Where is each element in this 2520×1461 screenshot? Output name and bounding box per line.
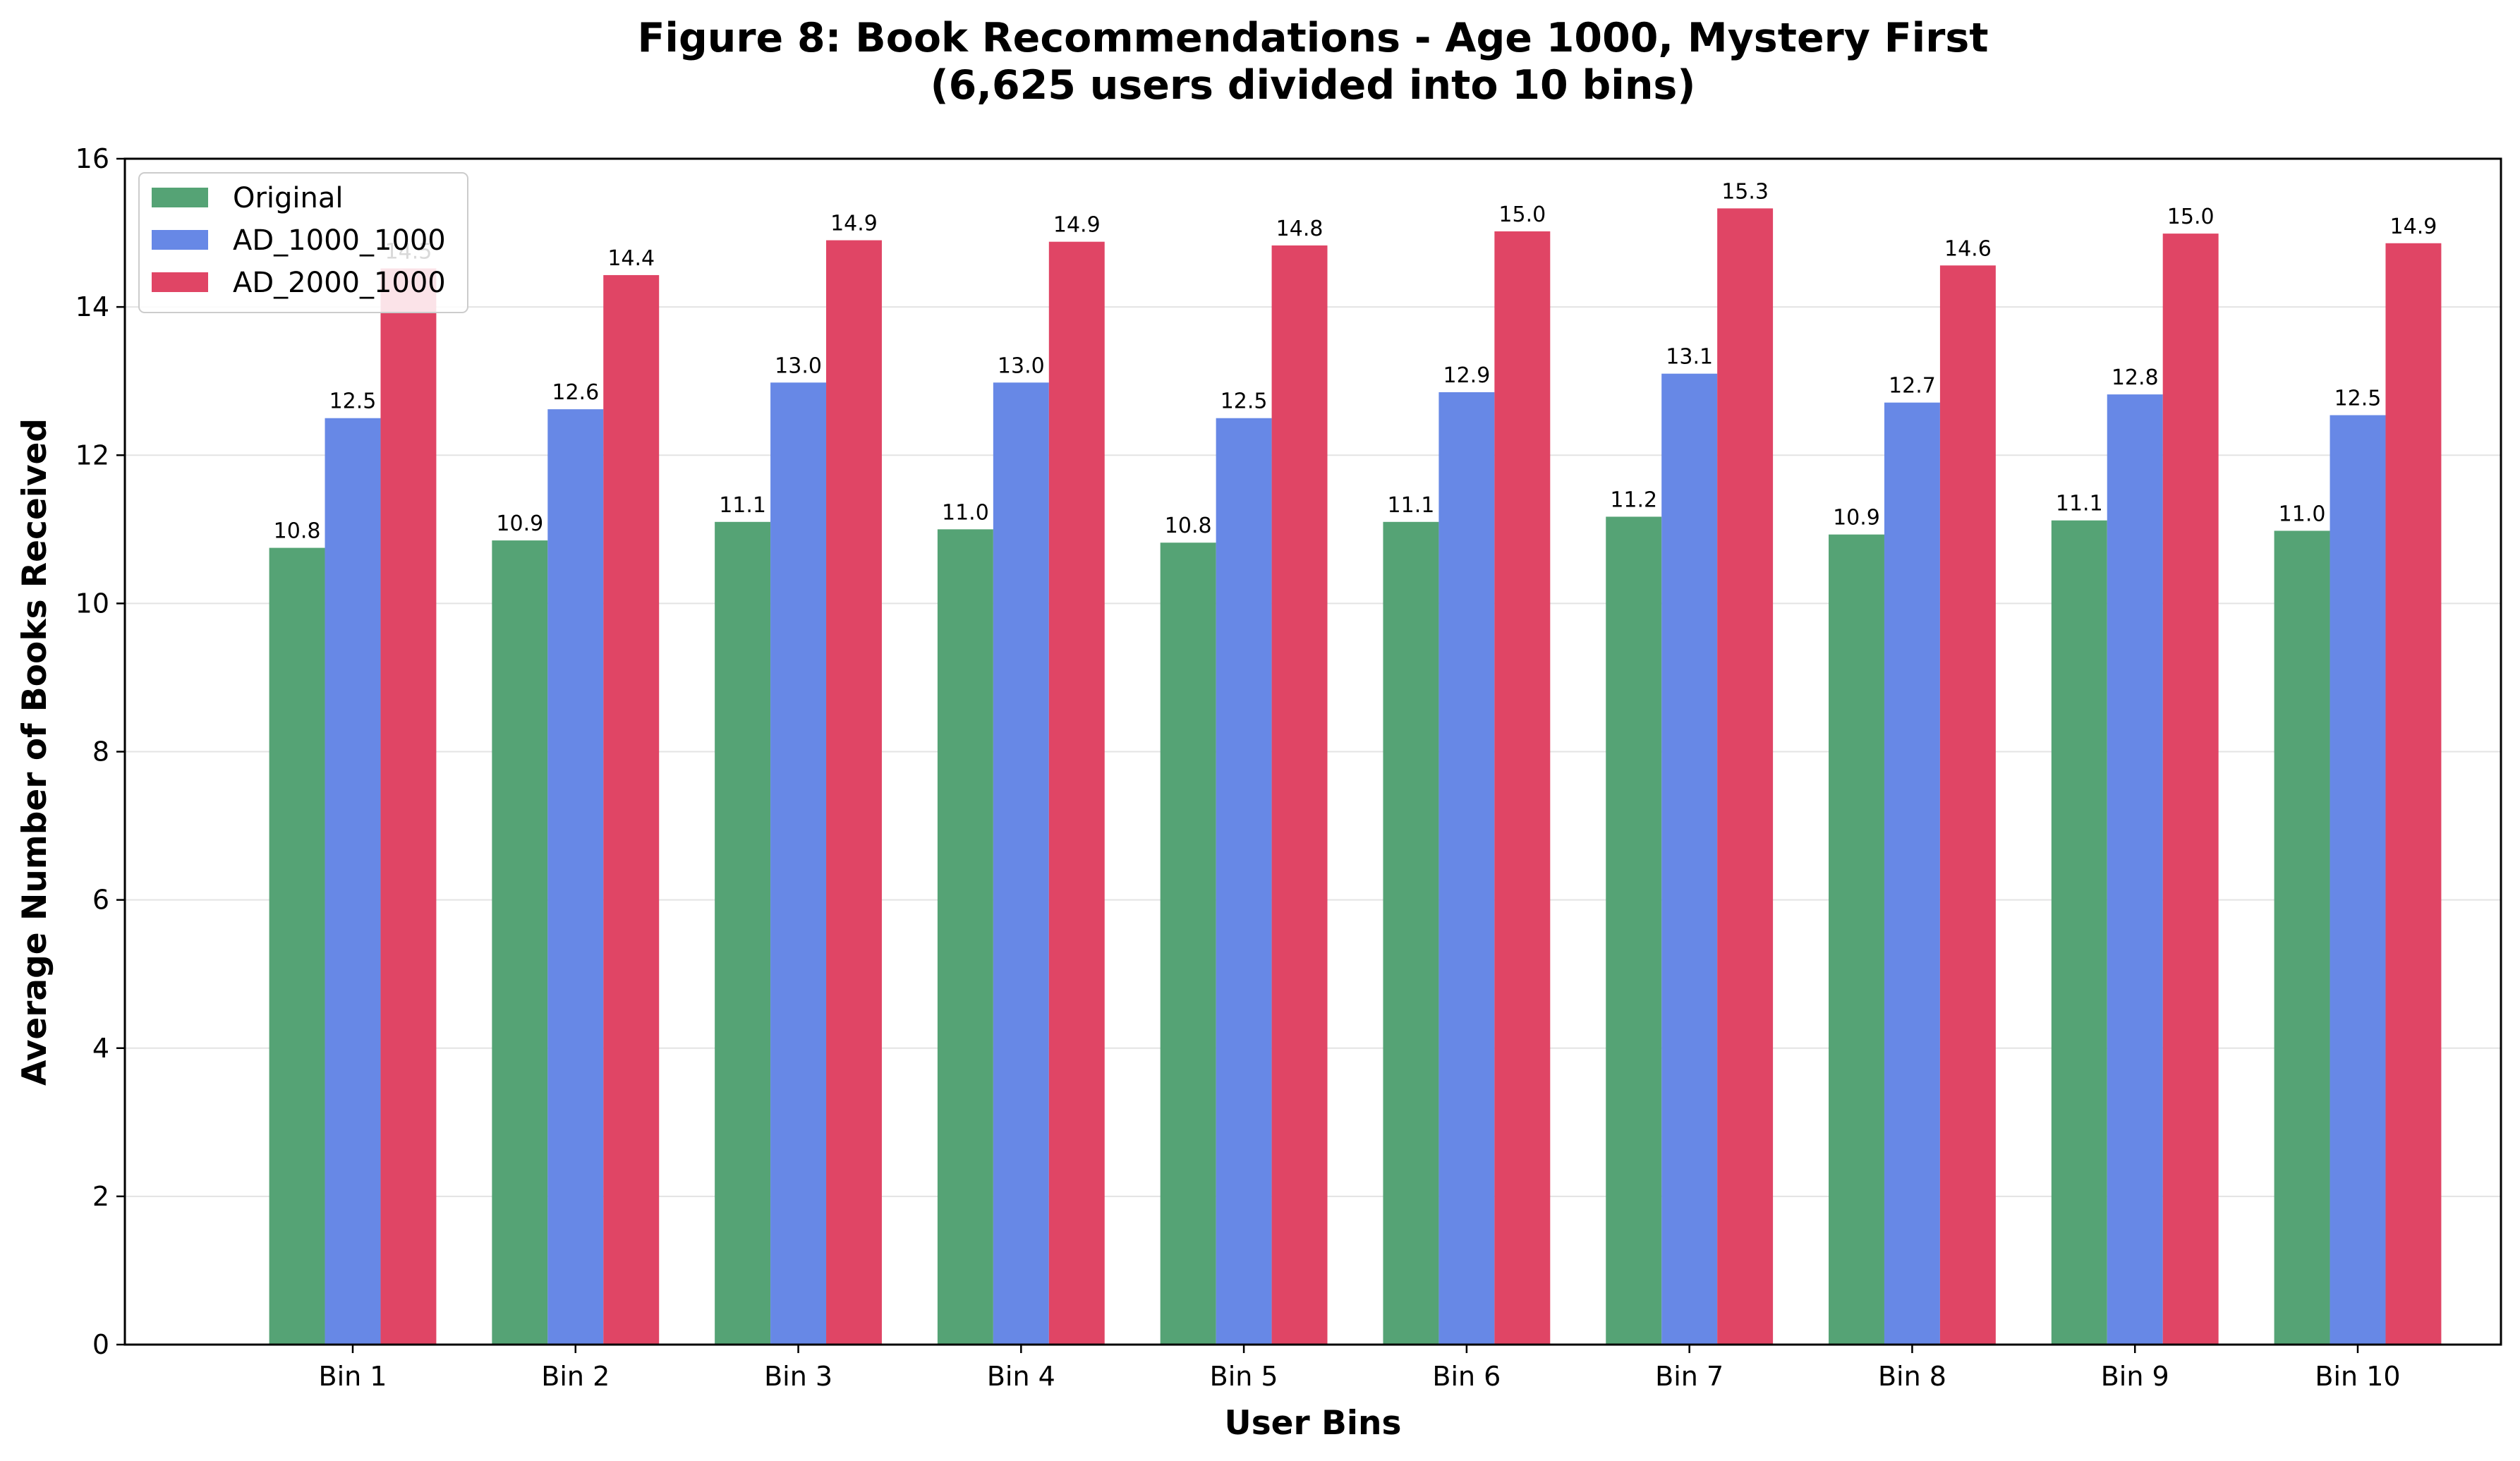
bar-ad-2000-1000 xyxy=(1717,208,1773,1345)
bar-ad-1000-1000 xyxy=(2107,394,2163,1345)
bar-value-label: 14.9 xyxy=(2390,214,2437,239)
bar-value-label: 12.7 xyxy=(1889,374,1936,399)
bar-value-label: 11.1 xyxy=(719,493,766,518)
bar-ad-2000-1000 xyxy=(826,241,882,1345)
bar-ad-1000-1000 xyxy=(993,382,1049,1345)
bar-original xyxy=(1383,522,1438,1345)
bar-ad-1000-1000 xyxy=(2330,416,2386,1345)
bar-value-label: 12.6 xyxy=(552,380,599,405)
bar-ad-1000-1000 xyxy=(770,382,826,1345)
bar-ad-2000-1000 xyxy=(1494,231,1550,1345)
legend-label: AD_1000_1000 xyxy=(233,224,446,257)
legend-swatch xyxy=(152,188,208,207)
x-tick-label: Bin 7 xyxy=(1655,1361,1724,1392)
bar-value-label: 11.0 xyxy=(2279,502,2326,526)
y-tick-label: 0 xyxy=(92,1329,109,1360)
bar-value-label: 11.1 xyxy=(2056,492,2103,516)
bar-value-label: 14.4 xyxy=(607,246,655,271)
bar-original xyxy=(492,540,547,1345)
x-tick-label: Bin 1 xyxy=(319,1361,387,1392)
y-axis-label: Average Number of Books Received xyxy=(16,418,54,1086)
bar-value-label: 10.8 xyxy=(1165,514,1212,538)
y-tick-label: 14 xyxy=(75,291,109,322)
bar-original xyxy=(2274,531,2330,1345)
y-tick-label: 4 xyxy=(92,1033,109,1064)
chart-title: Figure 8: Book Recommendations - Age 100… xyxy=(637,15,1988,61)
bar-ad-2000-1000 xyxy=(2163,234,2219,1345)
y-tick-label: 6 xyxy=(92,885,109,916)
x-tick-label: Bin 6 xyxy=(1432,1361,1501,1392)
bar-value-label: 10.9 xyxy=(1833,506,1880,531)
bar-ad-2000-1000 xyxy=(603,275,659,1345)
bar-original xyxy=(938,529,993,1345)
x-tick-label: Bin 3 xyxy=(764,1361,832,1392)
y-tick-label: 10 xyxy=(75,588,109,619)
bar-value-label: 13.1 xyxy=(1666,345,1713,370)
legend-label: AD_2000_1000 xyxy=(233,267,446,299)
y-axis: 0 2 4 6 8 10 12 14 16 xyxy=(75,143,125,1360)
bar-value-label: 11.1 xyxy=(1388,493,1435,518)
x-tick-label: Bin 5 xyxy=(1210,1361,1278,1392)
bar-ad-2000-1000 xyxy=(1272,245,1328,1345)
legend-label: Original xyxy=(233,182,344,214)
x-tick-label: Bin 4 xyxy=(987,1361,1055,1392)
bar-original xyxy=(715,522,770,1345)
legend: Original AD_1000_1000 AD_2000_1000 xyxy=(139,173,468,313)
bar-ad-1000-1000 xyxy=(325,418,381,1345)
bar-original xyxy=(1829,535,1884,1345)
bar-value-label: 14.9 xyxy=(830,212,878,236)
bar-value-label: 12.5 xyxy=(1220,389,1268,414)
bar-value-label: 12.9 xyxy=(1443,363,1490,388)
bar-value-label: 12.5 xyxy=(2334,387,2382,411)
bar-ad-1000-1000 xyxy=(547,409,603,1345)
bar-value-label: 12.8 xyxy=(2112,365,2159,390)
bar-value-label: 10.8 xyxy=(274,519,321,544)
bar-value-label: 14.9 xyxy=(1053,213,1101,238)
bar-original xyxy=(2052,521,2107,1345)
bar-value-label: 15.3 xyxy=(1721,179,1769,204)
bar-ad-2000-1000 xyxy=(1049,242,1105,1345)
bar-value-label: 11.2 xyxy=(1610,487,1657,512)
bar-ad-1000-1000 xyxy=(1661,374,1717,1345)
bar-ad-1000-1000 xyxy=(1884,403,1940,1345)
x-tick-label: Bin 9 xyxy=(2101,1361,2169,1392)
bar-value-label: 13.0 xyxy=(775,353,822,378)
bar-value-label: 10.9 xyxy=(496,511,543,536)
bar-value-label: 13.0 xyxy=(998,353,1045,378)
bar-value-label: 14.8 xyxy=(1276,217,1323,241)
bar-ad-1000-1000 xyxy=(1438,392,1494,1345)
bar-original xyxy=(1161,542,1216,1345)
x-tick-label: Bin 10 xyxy=(2315,1361,2400,1392)
legend-swatch xyxy=(152,272,208,292)
y-tick-label: 8 xyxy=(92,736,109,768)
x-tick-label: Bin 8 xyxy=(1878,1361,1946,1392)
x-axis: Bin 1 Bin 2 Bin 3 Bin 4 Bin 5 Bin 6 Bin 7 Bin 8… xyxy=(319,1345,2401,1392)
chart-subtitle: (6,625 users divided into 10 bins) xyxy=(931,62,1696,109)
bar-value-label: 11.0 xyxy=(942,500,989,525)
y-tick-label: 2 xyxy=(92,1181,109,1212)
bar-ad-2000-1000 xyxy=(1940,265,1996,1345)
bar-value-label: 14.6 xyxy=(1944,236,1992,261)
bar-ad-2000-1000 xyxy=(2385,243,2441,1345)
x-axis-label: User Bins xyxy=(1225,1404,1402,1443)
bar-value-label: 12.5 xyxy=(329,389,377,414)
bar-original xyxy=(1606,516,1661,1345)
bar-value-label: 15.0 xyxy=(2167,205,2215,229)
bar-ad-1000-1000 xyxy=(1216,418,1272,1345)
y-tick-label: 12 xyxy=(75,439,109,471)
y-tick-label: 16 xyxy=(75,143,109,174)
bar-original xyxy=(269,548,325,1345)
bar-ad-2000-1000 xyxy=(380,268,436,1345)
x-tick-label: Bin 2 xyxy=(541,1361,610,1392)
bar-value-label: 15.0 xyxy=(1498,202,1546,227)
legend-swatch xyxy=(152,230,208,250)
